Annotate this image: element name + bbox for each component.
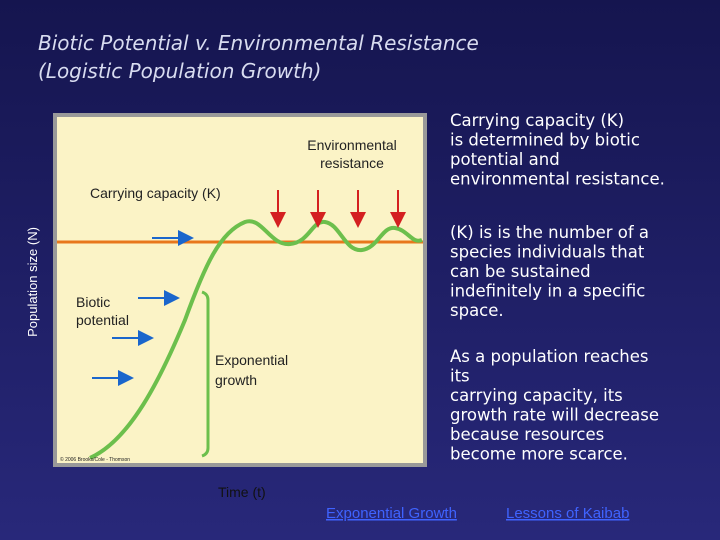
paragraph-line: its — [450, 367, 470, 386]
paragraph-line: environmental resistance. — [450, 170, 665, 189]
growth-curve — [89, 219, 423, 460]
label: Exponential — [215, 352, 288, 368]
label: resistance — [320, 155, 384, 171]
credit: © 2006 Brooks/Cole - Thomson — [60, 456, 130, 463]
paragraph-line: because resources — [450, 425, 604, 444]
title: (Logistic Population Growth) — [38, 59, 321, 83]
label: growth — [215, 372, 257, 388]
paragraph-line: growth rate will decrease — [450, 406, 659, 425]
biotic-arrows — [92, 230, 194, 386]
x-axis-label: Time (t) — [218, 484, 266, 500]
paragraph-line: carrying capacity, its — [450, 386, 623, 405]
figure-panel — [53, 113, 427, 467]
link[interactable]: Lessons of Kaibab — [506, 505, 629, 522]
paragraph-line: As a population reaches — [450, 347, 649, 366]
paragraph-line: Carrying capacity (K) — [450, 111, 624, 130]
paragraph-line: species individuals that — [450, 243, 645, 262]
title: Biotic Potential v. Environmental Resist… — [38, 31, 479, 55]
paragraph-line: indefinitely in a specific — [450, 282, 645, 301]
label: Biotic — [76, 294, 110, 310]
y-axis-label: Population size (N) — [25, 227, 40, 337]
label: Carrying capacity (K) — [90, 185, 221, 201]
paragraph-line: become more scarce. — [450, 445, 628, 464]
link[interactable]: Exponential Growth — [326, 505, 457, 522]
paragraph-line: (K) is is the number of a — [450, 223, 649, 242]
paragraph-line: can be sustained — [450, 262, 591, 281]
label: Environmental — [307, 137, 397, 153]
bracket — [201, 290, 210, 458]
label: potential — [76, 312, 129, 328]
paragraph-line: potential and — [450, 150, 560, 169]
paragraph-line: is determined by biotic — [450, 131, 640, 150]
paragraph-line: space. — [450, 301, 504, 320]
resistance-arrows — [270, 190, 406, 228]
